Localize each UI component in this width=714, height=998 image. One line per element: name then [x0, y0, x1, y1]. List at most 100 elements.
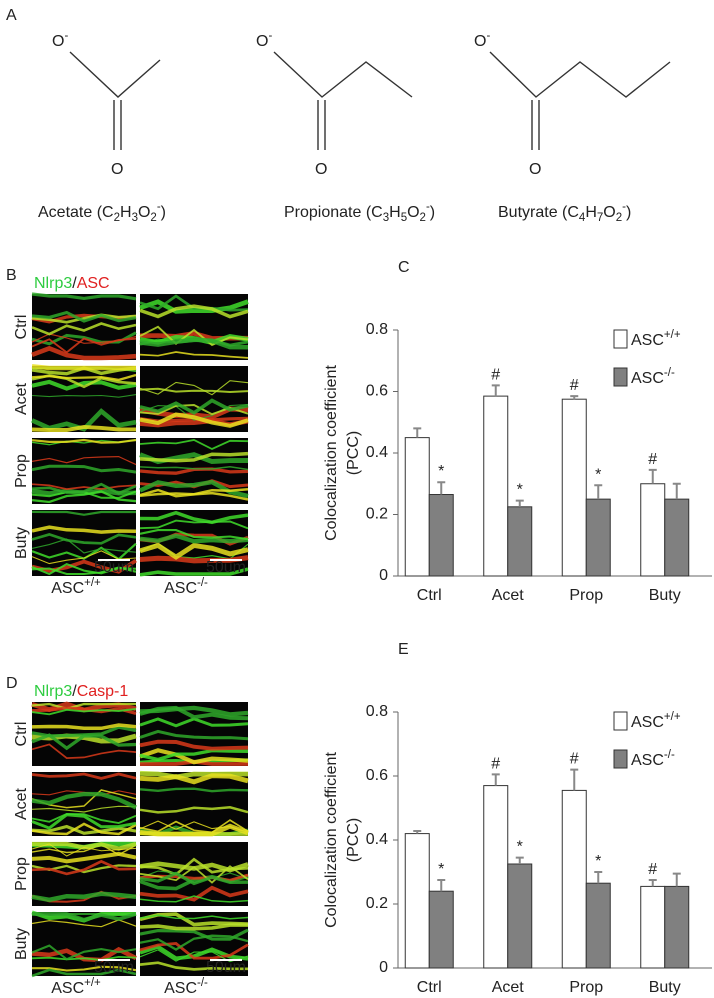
tissue-fiber — [31, 912, 137, 922]
y-tick-label: 0.2 — [366, 895, 388, 912]
tissue-fiber — [139, 934, 249, 951]
row-label: Buty — [13, 527, 30, 559]
tissue-fiber — [31, 532, 137, 545]
micrograph — [32, 912, 136, 976]
tissue-fiber — [139, 304, 249, 319]
legend-label: ASC-/- — [631, 749, 675, 769]
panel-label: B — [6, 267, 17, 284]
y-tick-label: 0.8 — [366, 321, 388, 338]
tissue-fiber — [31, 313, 137, 324]
tissue-fiber — [31, 490, 137, 504]
tissue-fiber — [31, 510, 136, 516]
tissue-fiber — [139, 819, 249, 834]
row-label: Acet — [13, 787, 30, 820]
row-label: Acet — [13, 382, 30, 415]
error-bar — [672, 482, 681, 500]
tissue-fiber — [139, 380, 249, 396]
y-axis-label: Colocalization coefficient — [323, 365, 340, 541]
significance-label: # — [491, 366, 500, 383]
tissue-fiber — [31, 455, 137, 466]
tissue-fiber — [31, 822, 137, 836]
tissue-fiber — [31, 345, 137, 361]
error-bar — [413, 830, 422, 834]
bar — [507, 863, 533, 969]
tissue-fiber — [139, 510, 249, 525]
tissue-fiber — [31, 559, 137, 574]
bar — [404, 833, 430, 969]
legend-swatch — [613, 711, 628, 731]
legend-label: ASC+/+ — [631, 711, 681, 731]
tissue-fiber — [139, 451, 249, 463]
error-bar — [515, 499, 524, 507]
stain-name: ASC — [77, 275, 110, 292]
tissue-fiber — [139, 787, 249, 793]
error-bar — [413, 427, 422, 438]
tissue-fiber — [139, 466, 249, 471]
significance-label: * — [438, 463, 444, 480]
bar — [561, 789, 587, 969]
tissue-fiber — [31, 955, 137, 961]
tissue-fiber — [139, 895, 249, 903]
tissue-fiber — [31, 373, 137, 382]
molecule-name: Propionate (C3H5O2-) — [284, 201, 435, 224]
tissue-fiber — [32, 965, 137, 972]
bond — [489, 51, 671, 98]
y-tick-label: 0.4 — [366, 444, 388, 461]
row-label: Ctrl — [13, 315, 30, 340]
tissue-fiber — [31, 824, 137, 835]
tissue-fiber — [31, 525, 137, 534]
tissue-fiber — [139, 729, 249, 741]
error-bar — [648, 468, 657, 484]
bar — [483, 785, 509, 969]
tissue-fiber — [139, 529, 249, 541]
atom-label: O — [529, 161, 541, 178]
tissue-fiber — [139, 961, 248, 971]
bar — [561, 398, 587, 577]
x-tick-label: Acet — [492, 587, 525, 604]
y-tick-label: 0.4 — [366, 831, 388, 848]
tissue-fiber — [31, 483, 137, 490]
error-bar — [594, 484, 603, 500]
bar — [664, 498, 690, 577]
tissue-fiber — [139, 439, 249, 450]
bond — [69, 51, 161, 98]
tissue-fiber — [139, 403, 249, 421]
atom-label: O — [111, 161, 123, 178]
tissue-fiber — [31, 733, 137, 751]
y-axis-label: (PCC) — [345, 818, 362, 862]
x-tick-label: Ctrl — [417, 587, 442, 604]
error-bar — [672, 872, 681, 887]
x-tick-label: Buty — [649, 979, 681, 996]
column-label: ASC+/+ — [51, 977, 101, 997]
atom-label: O- — [256, 30, 272, 50]
significance-label: * — [438, 861, 444, 878]
tissue-fiber — [31, 482, 137, 495]
scale-bar-label: 50um — [206, 559, 246, 576]
tissue-fiber — [139, 773, 249, 785]
tissue-fiber — [139, 748, 249, 762]
column-label: ASC+/+ — [51, 577, 101, 597]
tissue-fiber — [31, 743, 137, 759]
bar — [428, 890, 454, 969]
significance-label: * — [595, 853, 601, 870]
tissue-fiber — [31, 859, 137, 876]
tissue-fiber — [139, 519, 249, 530]
y-tick-label: 0.2 — [366, 506, 388, 523]
tissue-fiber — [31, 464, 137, 474]
scale-bar-label: 50um — [94, 959, 134, 976]
tissue-fiber — [31, 566, 137, 576]
tissue-fiber — [31, 813, 137, 830]
bar — [664, 885, 690, 969]
tissue-fiber — [139, 325, 249, 347]
tissue-fiber — [139, 942, 249, 960]
row-label: Prop — [13, 857, 30, 891]
stain-label: Nlrp3/Casp-1 — [34, 683, 128, 700]
molecule-name: Butyrate (C4H7O2-) — [498, 201, 631, 224]
molecule: O- O Propionate (C3H5O2-) — [256, 30, 435, 224]
column-label: ASC-/- — [164, 577, 208, 597]
tissue-fiber — [139, 487, 249, 497]
tissue-fiber — [31, 723, 137, 731]
bar — [640, 885, 666, 969]
x-tick-label: Buty — [649, 587, 681, 604]
